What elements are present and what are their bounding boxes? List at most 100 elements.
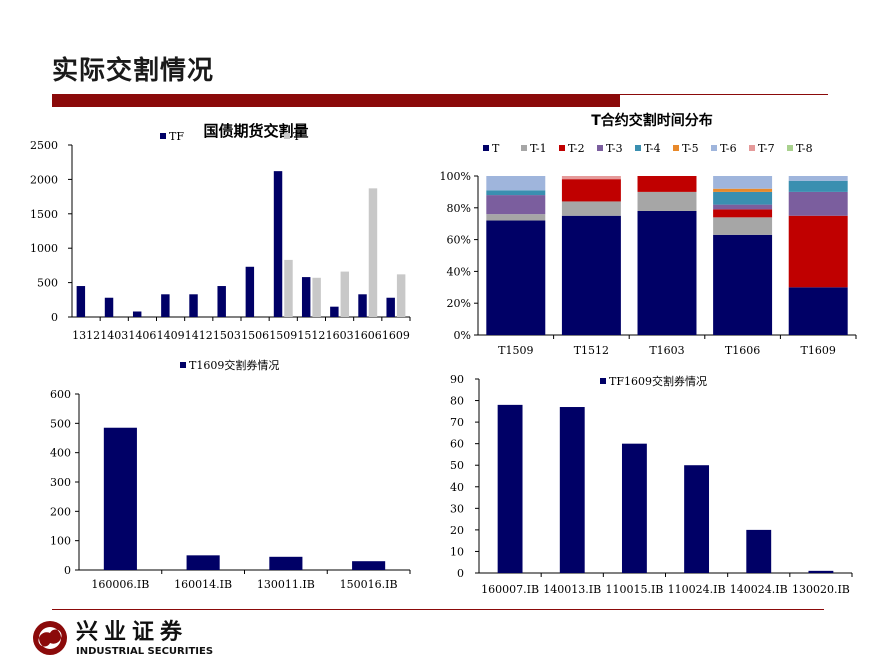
chart-t1609-delivery-bonds: 0 100 200 300 400 500 600 160006.IB 160014.IB 130…	[50, 358, 411, 591]
y-tick-label: 500	[37, 277, 58, 290]
bar-segment-t-2	[788, 215, 848, 288]
bar	[497, 404, 523, 573]
bar-tf	[273, 171, 283, 317]
x-tick-label: 1409	[157, 329, 185, 342]
legend-swatch	[673, 145, 679, 151]
legend-label: T-2	[568, 142, 585, 155]
bar-segment-t	[637, 210, 697, 335]
y-tick-label: 600	[50, 388, 71, 401]
y-tick-label: 20%	[447, 297, 471, 310]
y-tick-label: 0	[457, 567, 464, 580]
bar-segment-t-2	[713, 209, 773, 218]
company-logo: 兴业证券 INDUSTRIAL SECURITIES	[33, 619, 213, 657]
bar	[808, 570, 834, 573]
legend-swatch	[559, 145, 565, 151]
legend-swatch	[749, 145, 755, 151]
legend-label: T-6	[720, 142, 737, 155]
bar-tf	[132, 311, 142, 317]
x-tick-label: 1603	[326, 329, 354, 342]
x-tick-label: 1512	[297, 329, 325, 342]
bar-segment-t-1	[637, 191, 697, 211]
chart-tf1609-delivery-bonds: 0 10 20 30 40 50 60 70 80 90 160007.IB 140013.IB 110…	[450, 373, 853, 596]
bar	[269, 556, 303, 570]
x-tick-label: T1606	[725, 344, 760, 357]
x-tick-label: 1609	[382, 329, 410, 342]
legend-label: T-7	[758, 142, 775, 155]
legend-swatch	[180, 362, 186, 368]
logo-emblem	[33, 621, 67, 655]
chart-delivery-volume: 0 500 1000 1500 2000 2500 1312 1403 1406 1409 1412…	[30, 122, 411, 342]
bar-segment-t-6	[788, 176, 848, 181]
bar-segment-t	[486, 220, 546, 335]
x-tick-label: 140013.IB	[543, 583, 601, 596]
bar	[684, 465, 710, 573]
bar-segment-t-3	[788, 191, 848, 216]
legend-label: T-8	[796, 142, 813, 155]
bar-t	[368, 188, 378, 317]
bar-segment-t-5	[713, 188, 773, 192]
legend-label: T-5	[682, 142, 699, 155]
legend-label: T	[492, 142, 500, 155]
legend-label: T	[293, 130, 301, 143]
bar-tf	[161, 294, 170, 317]
x-tick-label: 1406	[128, 329, 156, 342]
bar-segment-t-4	[788, 180, 848, 192]
bar-segment-t-6	[713, 176, 773, 189]
bar	[559, 407, 585, 573]
legend-label: TF1609交割券情况	[609, 374, 707, 388]
bar-segment-t-3	[486, 195, 546, 215]
chart-title: 国债期货交割量	[203, 122, 308, 140]
x-tick-label: T1609	[801, 344, 836, 357]
bar-tf	[104, 297, 114, 317]
x-tick-label: T1603	[649, 344, 684, 357]
x-tick-label: 1606	[354, 329, 382, 342]
y-tick-label: 200	[50, 505, 71, 518]
title-accent-bar	[52, 94, 620, 107]
legend-label: T1609交割券情况	[189, 358, 279, 372]
bar-segment-t-2	[561, 179, 621, 202]
x-tick-label: 130011.IB	[257, 578, 315, 591]
bar-segment-t-4	[486, 190, 546, 196]
legend-swatch	[711, 145, 717, 151]
bar	[352, 561, 386, 570]
y-tick-label: 0	[51, 311, 58, 324]
bar	[746, 529, 772, 573]
bar-segment-t-6	[486, 176, 546, 191]
x-tick-label: 1503	[213, 329, 241, 342]
legend-swatch	[483, 145, 489, 151]
y-tick-label: 100%	[440, 170, 471, 183]
bar-segment-t-7	[561, 176, 621, 180]
chart-t-delivery-timing: 0% 20% 40% 60% 80% 100% T1509 T1512 T1603 T1606 T1…	[440, 112, 857, 357]
bar-tf	[245, 266, 255, 317]
bar-tf	[189, 294, 198, 317]
bar-tf	[217, 286, 226, 317]
x-tick-label: 1312	[72, 329, 100, 342]
bar-t	[396, 274, 406, 317]
legend-label: T-4	[644, 142, 661, 155]
bar-segment-t-1	[713, 217, 773, 235]
y-tick-label: 0	[64, 564, 71, 577]
bar-tf	[330, 306, 339, 317]
y-tick-label: 1500	[30, 208, 58, 221]
x-tick-label: 1506	[241, 329, 269, 342]
legend-swatch	[521, 145, 527, 151]
bar	[186, 555, 220, 570]
bar	[103, 427, 137, 570]
x-tick-label: 150016.IB	[340, 578, 398, 591]
y-tick-label: 90	[450, 373, 464, 386]
bar-segment-t-4	[713, 191, 773, 205]
y-tick-label: 100	[50, 535, 71, 548]
legend-label: TF	[169, 130, 184, 143]
bar-tf	[358, 294, 367, 317]
y-tick-label: 300	[50, 476, 71, 489]
title-rule	[620, 94, 828, 95]
bar-t	[284, 259, 293, 317]
x-tick-label: 1412	[185, 329, 213, 342]
bar-t	[312, 277, 321, 317]
page-title: 实际交割情况	[52, 56, 215, 86]
bar-t	[340, 271, 350, 317]
bar	[621, 443, 647, 573]
bar-tf	[301, 277, 311, 317]
y-tick-label: 60%	[447, 234, 471, 247]
x-tick-label: 160006.IB	[91, 578, 149, 591]
